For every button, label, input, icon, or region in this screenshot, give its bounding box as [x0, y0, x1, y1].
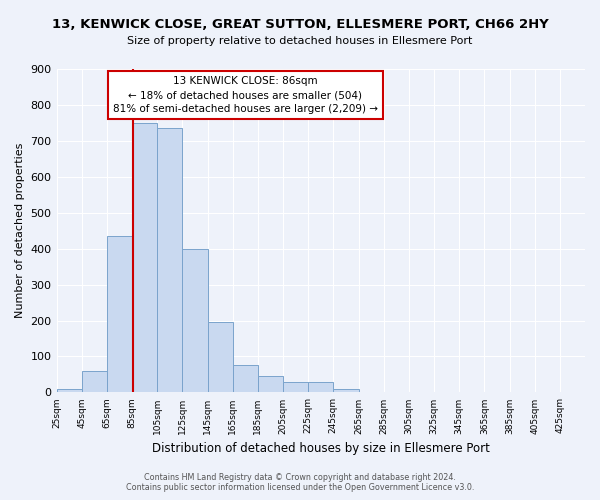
Bar	[308, 382, 334, 392]
Bar	[132, 123, 157, 392]
Text: 13, KENWICK CLOSE, GREAT SUTTON, ELLESMERE PORT, CH66 2HY: 13, KENWICK CLOSE, GREAT SUTTON, ELLESME…	[52, 18, 548, 30]
Bar	[157, 128, 182, 392]
Bar	[208, 322, 233, 392]
Bar	[233, 366, 258, 392]
Bar	[258, 376, 283, 392]
Text: 13 KENWICK CLOSE: 86sqm
← 18% of detached houses are smaller (504)
81% of semi-d: 13 KENWICK CLOSE: 86sqm ← 18% of detache…	[113, 76, 378, 114]
Bar	[334, 389, 359, 392]
Bar	[56, 389, 82, 392]
Text: Size of property relative to detached houses in Ellesmere Port: Size of property relative to detached ho…	[127, 36, 473, 46]
Bar	[82, 371, 107, 392]
Bar	[283, 382, 308, 392]
Bar	[107, 236, 132, 392]
Bar	[182, 248, 208, 392]
X-axis label: Distribution of detached houses by size in Ellesmere Port: Distribution of detached houses by size …	[152, 442, 490, 455]
Text: Contains HM Land Registry data © Crown copyright and database right 2024.
Contai: Contains HM Land Registry data © Crown c…	[126, 473, 474, 492]
Y-axis label: Number of detached properties: Number of detached properties	[15, 143, 25, 318]
